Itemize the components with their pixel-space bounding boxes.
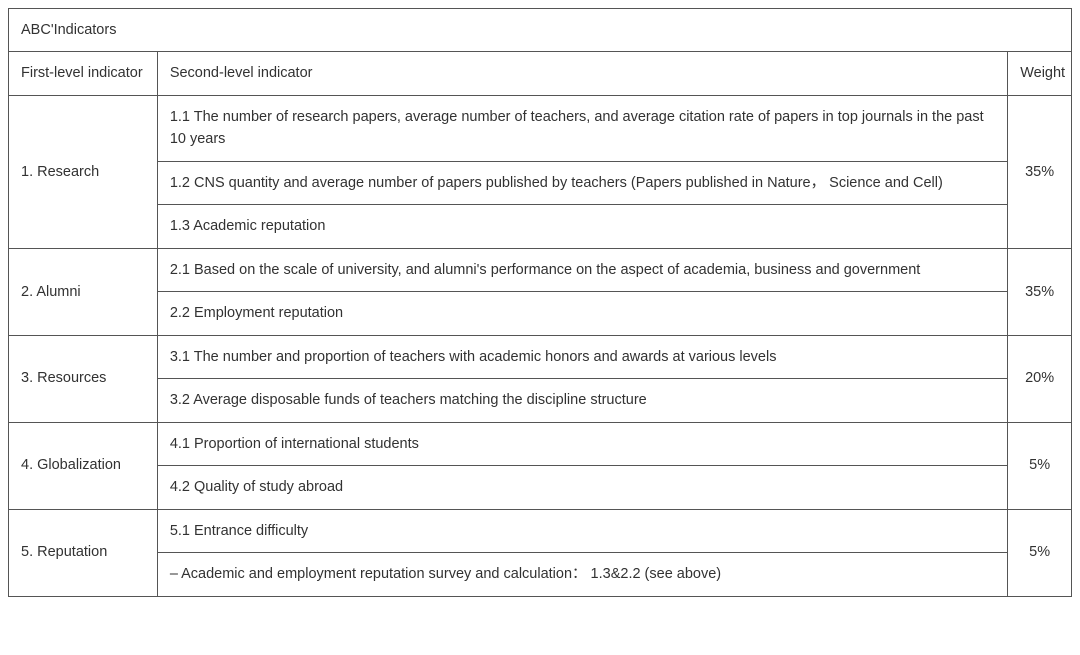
indicators-table: ABC'Indicators First-level indicator Sec… (8, 8, 1072, 597)
table-row: 1. Research 1.1 The number of research p… (9, 95, 1072, 161)
table-row: 2. Alumni 2.1 Based on the scale of univ… (9, 248, 1072, 291)
weight-cell: 5% (1008, 422, 1072, 509)
table-row: 4. Globalization 4.1 Proportion of inter… (9, 422, 1072, 465)
weight-cell: 5% (1008, 509, 1072, 596)
title-row: ABC'Indicators (9, 9, 1072, 52)
second-level-cell: 3.1 The number and proportion of teacher… (157, 335, 1007, 378)
second-level-cell: – Academic and employment reputation sur… (157, 553, 1007, 596)
second-level-cell: 3.2 Average disposable funds of teachers… (157, 379, 1007, 422)
first-level-cell: 3. Resources (9, 335, 158, 422)
first-level-cell: 4. Globalization (9, 422, 158, 509)
first-level-cell: 2. Alumni (9, 248, 158, 335)
second-level-cell: 2.1 Based on the scale of university, an… (157, 248, 1007, 291)
weight-cell: 35% (1008, 248, 1072, 335)
col-header-first: First-level indicator (9, 52, 158, 95)
second-level-cell: 4.1 Proportion of international students (157, 422, 1007, 465)
table-row: 3. Resources 3.1 The number and proporti… (9, 335, 1072, 378)
second-level-cell: 1.3 Academic reputation (157, 205, 1007, 248)
table-row: 1.2 CNS quantity and average number of p… (9, 161, 1072, 204)
table-row: 1.3 Academic reputation (9, 205, 1072, 248)
table-row: 2.2 Employment reputation (9, 292, 1072, 335)
first-level-cell: 1. Research (9, 95, 158, 248)
second-level-cell: 4.2 Quality of study abroad (157, 466, 1007, 509)
col-header-second: Second-level indicator (157, 52, 1007, 95)
header-row: First-level indicator Second-level indic… (9, 52, 1072, 95)
table-row: 5. Reputation 5.1 Entrance difficulty 5% (9, 509, 1072, 552)
second-level-cell: 1.1 The number of research papers, avera… (157, 95, 1007, 161)
table-row: 4.2 Quality of study abroad (9, 466, 1072, 509)
table-title: ABC'Indicators (9, 9, 1072, 52)
weight-cell: 35% (1008, 95, 1072, 248)
second-level-cell: 1.2 CNS quantity and average number of p… (157, 161, 1007, 204)
second-level-cell: 2.2 Employment reputation (157, 292, 1007, 335)
first-level-cell: 5. Reputation (9, 509, 158, 596)
col-header-weight: Weight (1008, 52, 1072, 95)
weight-cell: 20% (1008, 335, 1072, 422)
table-row: – Academic and employment reputation sur… (9, 553, 1072, 596)
second-level-cell: 5.1 Entrance difficulty (157, 509, 1007, 552)
table-row: 3.2 Average disposable funds of teachers… (9, 379, 1072, 422)
